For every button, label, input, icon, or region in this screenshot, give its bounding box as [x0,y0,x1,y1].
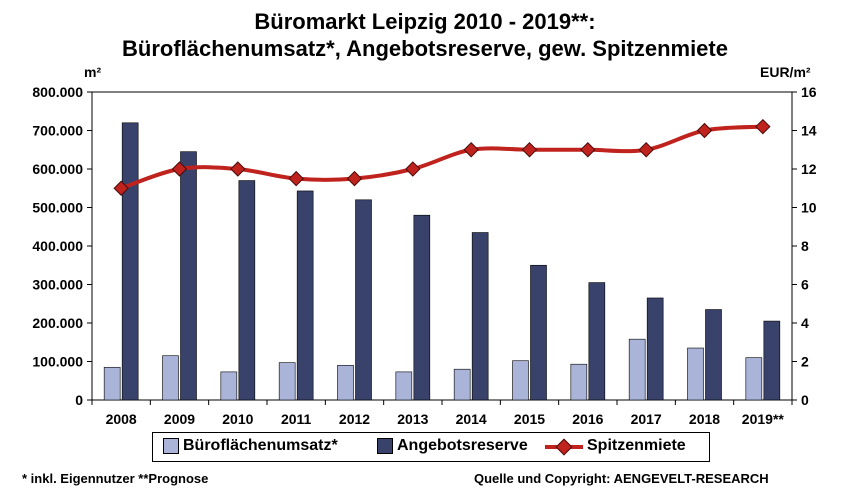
x-axis-tick-label: 2011 [281,411,312,427]
x-axis-tick-label: 2017 [631,411,662,427]
bar-umsatz [220,371,238,401]
right-axis-tick-label: 16 [801,84,817,100]
legend-label-umsatz: Büroflächenumsatz* [183,437,338,454]
right-axis-tick-label: 0 [801,392,809,408]
legend-item-reserve: Angebotsreserve [377,437,528,455]
marker-spitzenmiete [405,161,421,177]
bar-reserve [238,180,256,401]
x-axis-tick-label: 2010 [222,411,253,427]
footnote-left: * inkl. Eigennutzer **Prognose [22,471,209,486]
marker-spitzenmiete [230,161,246,177]
legend-swatch-umsatz [163,438,179,454]
bar-umsatz [453,368,471,401]
marker-spitzenmiete [755,118,771,135]
marker-spitzenmiete [696,122,713,139]
right-axis-tick-label: 12 [801,161,817,177]
footnote-source: Quelle und Copyright: AENGEVELT-RESEARCH [474,471,769,486]
chart-title: Büromarkt Leipzig 2010 - 2019**: Büroflä… [0,8,850,62]
bar-umsatz [278,362,296,401]
left-axis-tick-label: 100.000 [32,354,83,370]
legend-swatch-miete [545,438,583,454]
right-axis-tick-label: 4 [801,315,809,331]
chart-title-line-2: Büroflächenumsatz*, Angebotsreserve, gew… [122,36,728,61]
x-axis-tick-label: 2013 [397,411,428,427]
legend-label-reserve: Angebotsreserve [397,437,528,454]
bar-reserve [296,190,314,401]
marker-spitzenmiete [580,142,596,158]
marker-spitzenmiete [638,142,654,158]
bar-umsatz [745,357,763,401]
left-axis-tick-label: 400.000 [32,238,83,254]
left-axis-tick-label: 600.000 [32,161,83,177]
left-axis-unit: m² [84,64,102,80]
chart-title-line-1: Büromarkt Leipzig 2010 - 2019**: [254,9,596,34]
right-axis-unit: EUR/m² [760,64,811,80]
bar-umsatz [337,365,354,401]
plot-frame [91,91,793,401]
left-axis-tick-label: 0 [75,392,83,408]
bar-umsatz [687,347,704,401]
marker-spitzenmiete [346,170,363,187]
x-axis-tick-label: 2014 [456,411,487,427]
marker-spitzenmiete [171,161,188,177]
right-axis-tick-label: 2 [801,354,809,370]
x-axis-tick-label: 2015 [514,411,545,427]
line-spitzenmiete [120,124,763,191]
legend-item-umsatz: Büroflächenumsatz* [163,437,338,455]
bar-reserve [180,151,197,401]
bar-reserve [471,232,489,401]
left-axis-tick-label: 200.000 [32,315,83,331]
x-axis-tick-label: 2018 [689,411,720,427]
right-axis-tick-label: 10 [801,200,817,216]
left-axis-tick-label: 800.000 [32,84,83,100]
x-axis-tick-label: 2009 [164,411,195,427]
bar-reserve [355,199,372,401]
legend-item-miete: Spitzenmiete [545,437,686,455]
x-axis-tick-label: 2008 [106,411,137,427]
left-axis-tick-label: 500.000 [32,200,83,216]
legend-swatch-reserve [377,438,393,454]
bar-reserve [588,282,606,401]
bar-umsatz [103,366,121,401]
bar-umsatz [395,371,413,401]
bar-reserve [705,309,722,401]
x-axis-tick-label: 2019** [742,411,785,427]
marker-spitzenmiete [521,142,538,158]
marker-spitzenmiete [288,170,304,187]
left-axis-tick-label: 700.000 [32,123,83,139]
marker-spitzenmiete [113,180,129,196]
bar-umsatz [162,355,179,401]
left-axis-tick-label: 300.000 [32,277,83,293]
marker-spitzenmiete [463,142,479,158]
bar-reserve [413,214,431,401]
legend-label-miete: Spitzenmiete [587,437,686,454]
bar-reserve [763,320,781,401]
bar-umsatz [570,363,588,401]
bar-reserve [530,264,547,401]
right-axis-tick-label: 8 [801,238,809,254]
bar-umsatz [512,360,529,401]
chart-legend: Büroflächenumsatz* Angebotsreserve Spitz… [152,432,710,462]
x-axis-tick-label: 2016 [572,411,603,427]
bar-reserve [646,297,664,401]
bar-umsatz [628,338,646,401]
x-axis-tick-label: 2012 [339,411,370,427]
right-axis-tick-label: 6 [801,277,809,293]
bar-reserve [121,122,139,401]
right-axis-tick-label: 14 [801,123,817,139]
